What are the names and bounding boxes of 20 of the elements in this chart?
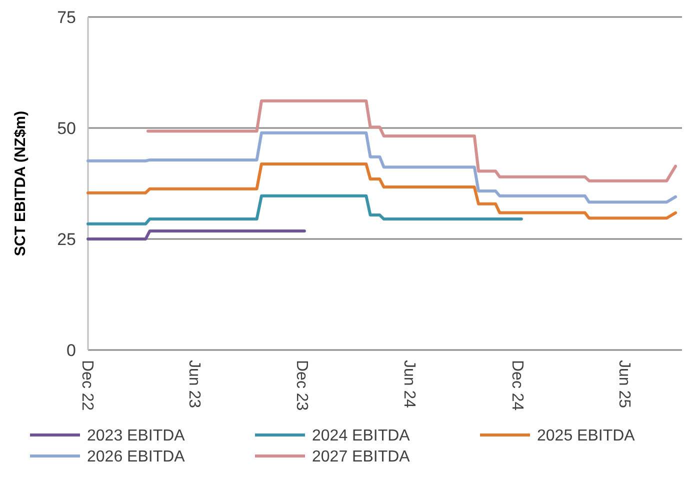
y-axis-title: SCT EBITDA (NZ$m) <box>12 110 29 256</box>
line-series <box>86 131 678 204</box>
y-tick-label: 50 <box>57 118 76 138</box>
y-tick-label: 25 <box>57 230 76 249</box>
legend-label: 2026 EBITDA <box>87 448 186 466</box>
legend-label: 2027 EBITDA <box>312 448 410 466</box>
x-tick-label: Dec 23 <box>293 360 310 411</box>
line-series <box>86 194 523 226</box>
y-tick-label: 75 <box>57 8 76 27</box>
x-tick-label: Jun 24 <box>400 360 418 408</box>
line-series <box>86 162 678 220</box>
legend-label: 2024 EBITDA <box>312 428 410 445</box>
line-series <box>146 99 678 182</box>
x-tick-label: Jun 23 <box>185 360 202 408</box>
legend-label: 2023 EBITDA <box>87 428 186 445</box>
y-tick-label: 0 <box>66 340 76 360</box>
x-tick-label: Jun 25 <box>615 360 632 408</box>
x-tick-label: Dec 22 <box>78 360 96 411</box>
legend-label: 2025 EBITDA <box>537 428 636 445</box>
x-tick-label: Dec 24 <box>508 360 526 411</box>
